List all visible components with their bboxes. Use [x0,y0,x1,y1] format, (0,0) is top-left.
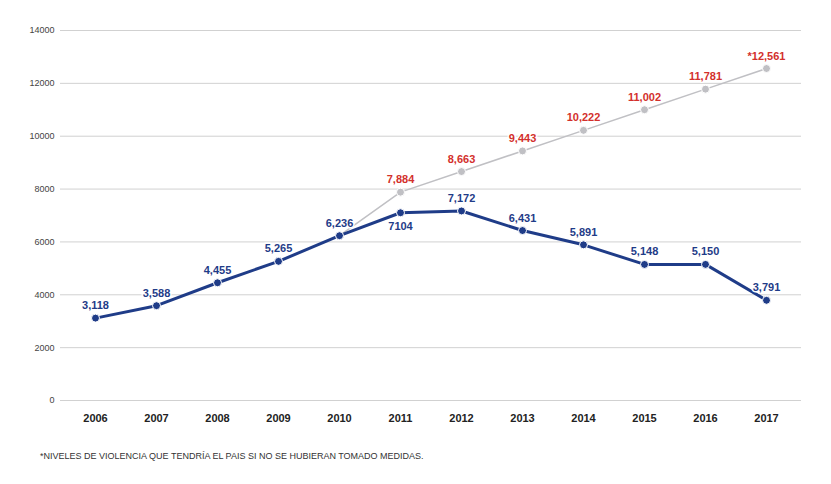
svg-text:5,150: 5,150 [692,245,720,257]
svg-text:3,118: 3,118 [82,299,109,311]
svg-text:2011: 2011 [389,412,413,424]
svg-text:2015: 2015 [632,412,656,424]
svg-text:6,431: 6,431 [509,212,537,224]
svg-text:8,663: 8,663 [448,153,476,165]
svg-text:10000: 10000 [29,131,54,141]
svg-text:*12,561: *12,561 [748,50,786,62]
svg-text:5,265: 5,265 [265,242,293,254]
svg-text:8000: 8000 [34,184,54,194]
svg-text:2008: 2008 [205,412,229,424]
svg-text:7,884: 7,884 [387,173,415,185]
svg-text:3,791: 3,791 [753,281,781,293]
svg-text:4000: 4000 [34,290,54,300]
svg-text:9,443: 9,443 [509,132,537,144]
svg-text:4,455: 4,455 [204,264,232,276]
svg-text:2013: 2013 [510,412,534,424]
svg-text:14000: 14000 [29,25,54,35]
svg-text:0: 0 [49,395,54,405]
svg-text:2000: 2000 [34,343,54,353]
svg-text:2017: 2017 [754,412,778,424]
svg-text:6000: 6000 [34,237,54,247]
svg-text:2016: 2016 [693,412,717,424]
svg-text:11,002: 11,002 [628,91,661,103]
svg-text:5,891: 5,891 [570,226,598,238]
svg-text:2009: 2009 [266,412,290,424]
svg-text:7104: 7104 [388,220,413,232]
svg-text:2006: 2006 [83,412,107,424]
svg-text:7,172: 7,172 [448,192,476,204]
svg-text:2007: 2007 [144,412,168,424]
svg-text:10,222: 10,222 [567,111,601,123]
svg-text:3,588: 3,588 [143,287,171,299]
svg-text:6,236: 6,236 [326,217,354,229]
svg-text:5,148: 5,148 [631,245,659,257]
html-text:*NIVELES DE VIOLENCIA QUE TEND: *NIVELES DE VIOLENCIA QUE TENDRÍA EL PAI… [40,451,424,461]
svg-text:2014: 2014 [571,412,596,424]
svg-text:2010: 2010 [327,412,351,424]
svg-text:11,781: 11,781 [689,70,722,82]
svg-text:2012: 2012 [449,412,473,424]
svg-text:12000: 12000 [29,78,54,88]
